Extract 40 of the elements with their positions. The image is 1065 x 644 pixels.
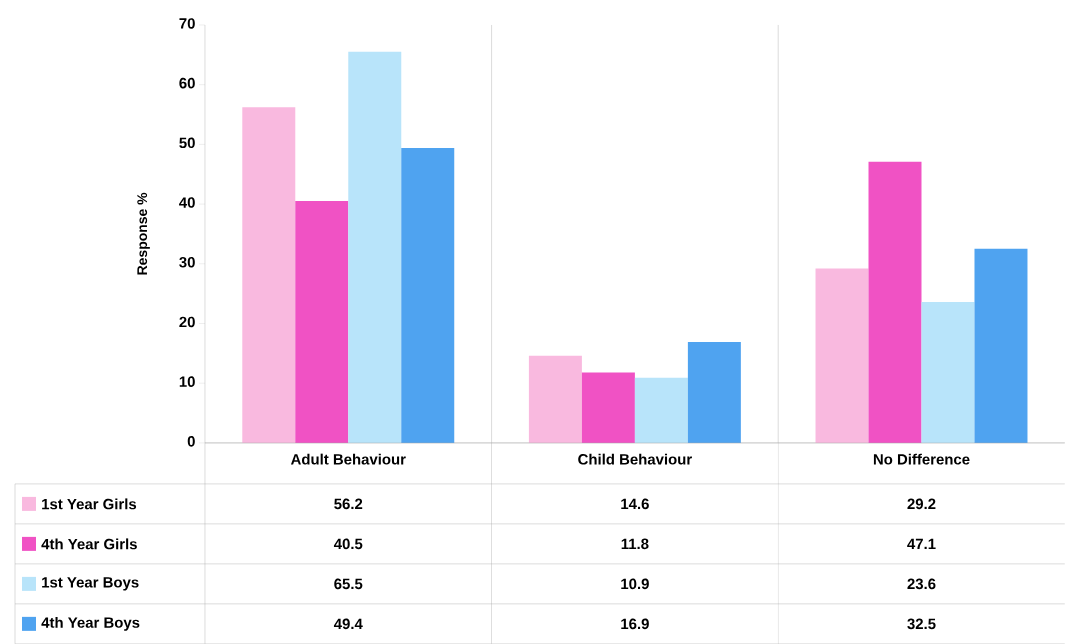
legend-label: 4th Year Girls	[41, 538, 137, 550]
legend-label: 1st Year Boys	[42, 577, 139, 591]
y-tick-label: 40	[179, 197, 195, 208]
data-label: 49.4	[333, 618, 363, 630]
x-tick-label: Child Behaviour	[578, 453, 692, 465]
bar	[868, 161, 922, 443]
bar	[581, 372, 635, 443]
bar	[921, 301, 975, 443]
bar	[295, 201, 349, 443]
bar	[242, 107, 296, 443]
bar	[634, 377, 688, 443]
bar	[974, 248, 1028, 443]
data-label: 16.9	[621, 618, 649, 630]
y-tick-label: 70	[179, 18, 195, 29]
legend-label: 1st Year Girls	[42, 498, 137, 510]
data-label: 47.1	[907, 538, 936, 549]
bar	[815, 268, 869, 443]
data-label: 32.5	[907, 618, 936, 630]
x-tick-label: No Difference	[873, 453, 970, 465]
data-label: 65.5	[334, 578, 363, 590]
data-label: 14.6	[621, 498, 649, 510]
y-tick-label: 10	[179, 376, 195, 387]
data-label: 56.2	[334, 498, 363, 510]
x-tick-label: Adult Behaviour	[290, 453, 406, 465]
y-tick-label: 20	[179, 316, 195, 328]
data-label: 40.5	[333, 538, 363, 550]
legend-label: 4th Year Boys	[41, 616, 140, 631]
data-label: 11.8	[621, 538, 649, 550]
y-tick-label: 60	[179, 77, 195, 89]
y-axis-title: Response %	[137, 192, 150, 275]
data-label: 10.9	[621, 578, 649, 590]
bar	[687, 341, 741, 443]
bar	[348, 51, 402, 443]
y-tick-label: 30	[179, 256, 195, 268]
data-label: 23.6	[907, 578, 936, 590]
data-label: 29.2	[907, 498, 936, 510]
bar	[528, 355, 582, 443]
bar	[401, 147, 455, 443]
y-tick-label: 0	[187, 436, 195, 447]
y-tick-label: 50	[179, 137, 195, 149]
